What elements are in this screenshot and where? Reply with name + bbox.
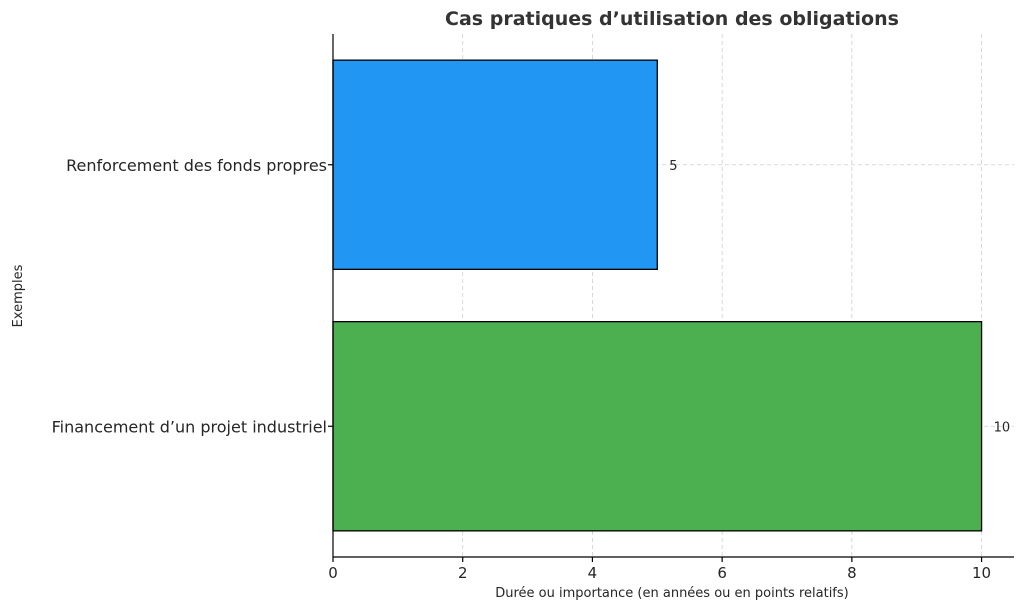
category-label: Financement d’un projet industriel [52, 417, 327, 436]
x-tick-label: 10 [972, 564, 991, 582]
bar-layer: 5 10 [332, 59, 1011, 532]
x-tick-label: 6 [717, 564, 727, 582]
x-tick-label: 0 [328, 564, 338, 582]
x-tick-label: 4 [588, 564, 598, 582]
axis-layer: Renforcement des fonds propres Financemen… [52, 34, 1014, 582]
x-tick-label: 2 [458, 564, 468, 582]
chart-title: Cas pratiques d’utilisation des obligati… [445, 8, 899, 30]
bar-value-label: 10 [994, 420, 1011, 435]
x-axis-label: Durée ou importance (en années ou en poi… [495, 586, 848, 601]
category-label: Renforcement des fonds propres [66, 156, 327, 175]
bar [332, 59, 658, 270]
bar-value-label: 5 [669, 159, 677, 174]
bar [332, 320, 983, 532]
x-tick-label: 8 [847, 564, 857, 582]
y-axis-label: Exemples [11, 264, 26, 327]
